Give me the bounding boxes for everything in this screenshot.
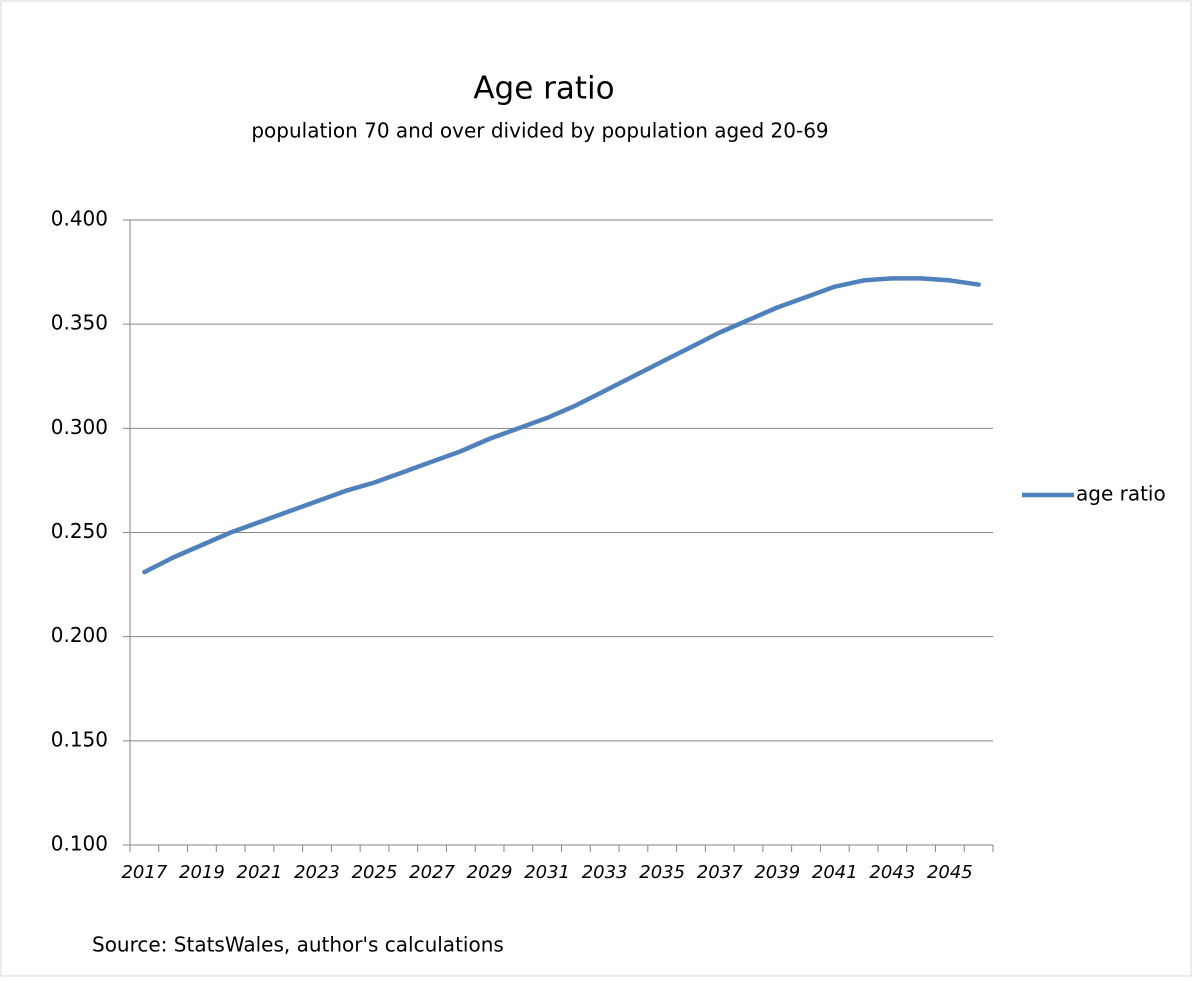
- x-tick-label: 2019: [179, 862, 225, 883]
- y-tick-label: 0.400: [51, 207, 108, 231]
- y-tick-label: 0.250: [51, 519, 108, 543]
- source-note: Source: StatsWales, author's calculation…: [92, 933, 504, 957]
- x-tick-label: 2041: [812, 862, 858, 883]
- x-tick-label: 2021: [237, 862, 283, 883]
- x-tick-label: 2035: [639, 862, 685, 883]
- y-tick-label: 0.100: [51, 832, 108, 856]
- x-tick-label: 2027: [409, 862, 455, 883]
- x-tick-label: 2043: [869, 862, 915, 883]
- chart-title: Age ratio: [473, 71, 614, 107]
- line-series: [142, 276, 981, 575]
- x-tick-label: 2029: [467, 862, 513, 883]
- x-tick-label: 2023: [294, 862, 340, 883]
- x-tick-label: 2025: [352, 862, 398, 883]
- y-tick-label: 0.350: [51, 311, 108, 335]
- x-tick-label: 2031: [524, 862, 570, 883]
- chart-subtitle: population 70 and over divided by popula…: [251, 119, 828, 143]
- legend-label: age ratio: [1076, 482, 1166, 506]
- y-tick-label: 0.300: [51, 415, 108, 439]
- x-tick-label: 2039: [754, 862, 800, 883]
- x-tick-label: 2017: [121, 862, 167, 883]
- x-tick-label: 2037: [697, 862, 743, 883]
- x-tick-label: 2033: [582, 862, 628, 883]
- y-tick-label: 0.200: [51, 623, 108, 647]
- x-tick-label: 2045: [927, 862, 973, 883]
- y-tick-label: 0.150: [51, 727, 108, 751]
